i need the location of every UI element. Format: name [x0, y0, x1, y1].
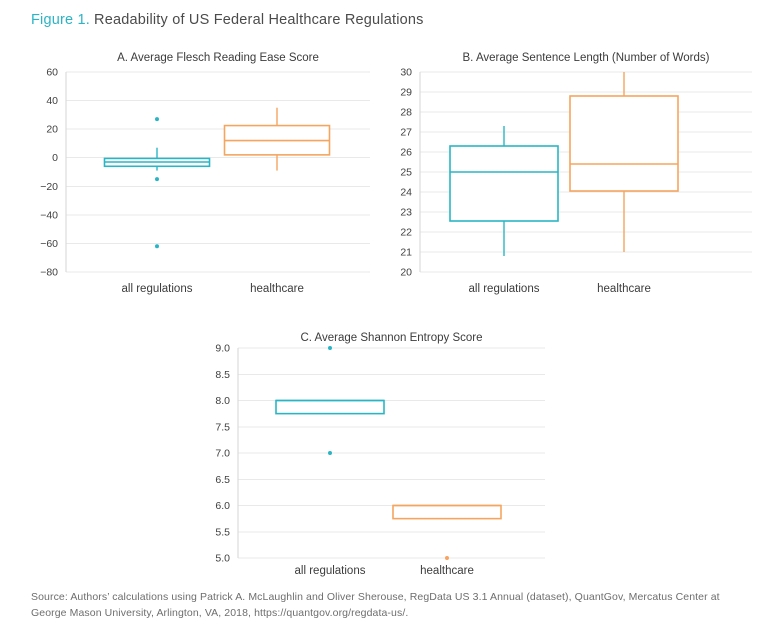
y-tick-label: 29 [400, 87, 412, 99]
y-tick-label: 40 [46, 95, 58, 107]
y-tick-label: −20 [40, 181, 58, 193]
outlier-point [328, 451, 332, 455]
y-tick-label: 22 [400, 227, 412, 239]
panel-title: C. Average Shannon Entropy Score [301, 332, 483, 344]
x-category-label: all regulations [122, 283, 193, 295]
y-tick-label: 20 [400, 267, 412, 279]
y-tick-label: 7.5 [215, 421, 230, 433]
y-tick-label: −80 [40, 267, 58, 279]
figure-number-label: Figure 1. [31, 12, 91, 28]
x-category-label: healthcare [250, 283, 304, 295]
y-tick-label: 24 [400, 187, 412, 199]
y-tick-label: 21 [400, 247, 412, 259]
y-tick-label: 0 [52, 152, 58, 164]
y-tick-label: −40 [40, 209, 58, 221]
box-iqr [569, 95, 679, 192]
boxplot-panel-shannon-entropy: 9.0 8.5 8.0 7.5 7.0 6.5 6.0 5.5 5.0 C. Average Sh… [215, 332, 545, 577]
y-tick-label: 8.5 [215, 369, 230, 381]
outlier-point [155, 117, 159, 122]
y-tick-label: 5.0 [215, 553, 230, 565]
y-tick-label: 7.0 [215, 448, 230, 460]
y-tick-label: 30 [400, 67, 412, 79]
source-note-line: Source: Authors’ calculations using Patr… [31, 591, 720, 603]
x-category-label: all regulations [469, 283, 540, 295]
y-tick-label: 26 [400, 147, 412, 159]
source-note-line: George Mason University, Arlington, VA, … [31, 607, 409, 620]
y-tick-label: 27 [400, 127, 412, 139]
x-category-label: healthcare [420, 565, 474, 577]
box-iqr [275, 399, 385, 415]
y-tick-label: 28 [400, 107, 412, 119]
figure-title: Figure 1. Readability of US Federal Healt… [31, 12, 424, 28]
panel-title: B. Average Sentence Length (Number of Wo… [463, 52, 710, 64]
boxplot-panel-flesch-score: 60 40 20 0 −20 −40 −60 −80 A. Average Flesch Rea… [40, 52, 370, 295]
outlier-point [445, 556, 449, 560]
boxplot-panel-sentence-length: 30 29 28 27 26 25 24 23 22 21 20 B. Average Sentenc… [400, 52, 752, 295]
y-tick-label: 23 [400, 207, 412, 219]
x-category-label: all regulations [295, 565, 366, 577]
y-tick-label: 20 [46, 124, 58, 136]
outlier-point [155, 177, 159, 182]
y-tick-label: 6.5 [215, 474, 230, 486]
y-tick-label: 9.0 [215, 343, 230, 355]
outlier-point [328, 346, 332, 350]
source-note: Source: Authors’ calculations using Patr… [31, 589, 746, 622]
figure-title-text: Readability of US Federal Healthcare Reg… [94, 12, 424, 28]
box-iqr [392, 504, 502, 520]
y-tick-label: 25 [400, 167, 412, 179]
x-category-label: healthcare [597, 283, 651, 295]
box-iqr [449, 145, 559, 222]
y-tick-label: 5.5 [215, 526, 230, 538]
panel-title: A. Average Flesch Reading Ease Score [117, 52, 319, 64]
y-tick-label: −60 [40, 238, 58, 250]
y-tick-label: 6.0 [215, 500, 230, 512]
y-tick-label: 60 [46, 67, 58, 79]
outlier-point [155, 244, 159, 249]
y-tick-label: 8.0 [215, 395, 230, 407]
